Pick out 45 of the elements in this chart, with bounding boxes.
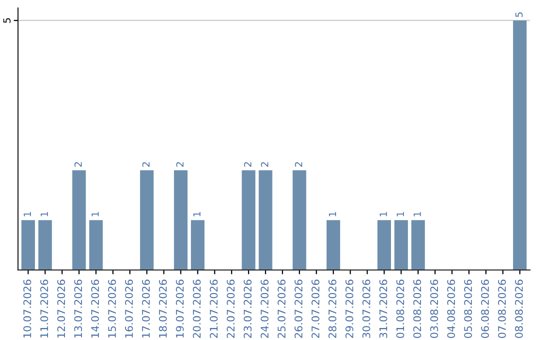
x-tick-label: 22.07.2026 bbox=[226, 280, 235, 338]
x-tick-label: 11.07.2026 bbox=[40, 280, 48, 338]
data-label: 1 bbox=[414, 212, 421, 216]
data-label: 2 bbox=[260, 162, 268, 167]
data-label: 1 bbox=[380, 212, 387, 216]
data-label: 2 bbox=[74, 162, 82, 167]
x-tick-label: 10.07.2026 bbox=[23, 280, 32, 338]
x-tick-label: 02.08.2026 bbox=[413, 280, 422, 338]
x-tick-label: 27.07.2026 bbox=[312, 280, 320, 338]
data-label: 1 bbox=[193, 212, 200, 216]
data-label: 1 bbox=[24, 212, 31, 216]
x-tick-label: 31.07.2026 bbox=[379, 280, 388, 338]
x-tick-label: 28.07.2026 bbox=[328, 280, 336, 338]
x-tick-label: 04.08.2026 bbox=[447, 280, 456, 338]
x-tick-label: 12.07.2026 bbox=[57, 280, 66, 338]
data-label: 1 bbox=[40, 212, 48, 216]
x-tick-label: 15.07.2026 bbox=[108, 280, 116, 338]
x-tick-label: 14.07.2026 bbox=[91, 280, 100, 338]
x-tick-label: 21.07.2026 bbox=[210, 280, 218, 338]
x-tick-label: 20.07.2026 bbox=[192, 280, 201, 338]
data-label: 5 bbox=[515, 12, 523, 17]
x-tick-label: 17.07.2026 bbox=[142, 280, 150, 338]
x-tick-label: 18.07.2026 bbox=[158, 280, 167, 338]
x-tick-label: 01.08.2026 bbox=[396, 280, 404, 338]
data-label: 1 bbox=[328, 212, 336, 216]
data-label: 1 bbox=[92, 212, 99, 216]
data-label: 2 bbox=[176, 162, 184, 167]
x-tick-label: 26.07.2026 bbox=[294, 280, 302, 338]
x-tick-label: 30.07.2026 bbox=[362, 280, 370, 338]
x-tick-label: 25.07.2026 bbox=[278, 280, 286, 338]
data-label: 2 bbox=[142, 162, 150, 167]
x-tick-label: 06.08.2026 bbox=[481, 280, 489, 338]
x-tick-label: 13.07.2026 bbox=[74, 280, 82, 338]
x-tick-label: 08.08.2026 bbox=[514, 280, 523, 338]
x-tick-label: 03.08.2026 bbox=[430, 280, 438, 338]
x-tick-label: 05.08.2026 bbox=[464, 280, 472, 338]
x-tick-label: 07.08.2026 bbox=[498, 280, 506, 338]
x-tick-label: 24.07.2026 bbox=[260, 280, 269, 338]
x-tick-label: 19.07.2026 bbox=[176, 280, 184, 338]
data-label: 2 bbox=[294, 162, 302, 167]
x-tick-label: 23.07.2026 bbox=[244, 280, 252, 338]
x-tick-label: 16.07.2026 bbox=[125, 280, 133, 338]
x-tick-label: 29.07.2026 bbox=[345, 280, 354, 338]
data-label: 2 bbox=[244, 162, 252, 167]
data-label: 1 bbox=[396, 212, 404, 216]
